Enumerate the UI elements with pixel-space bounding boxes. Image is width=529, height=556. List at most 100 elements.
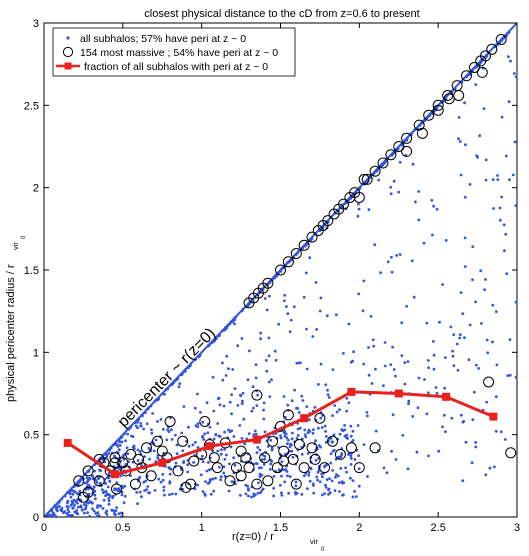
subhalo-point	[123, 494, 127, 498]
massive-subhalo-circle	[152, 435, 163, 447]
massive-subhalo-circle	[443, 93, 455, 105]
subhalo-point	[285, 436, 289, 440]
subhalo-point	[461, 479, 465, 483]
subhalo-point	[371, 338, 375, 342]
x-tick-label: 0	[41, 522, 47, 534]
subhalo-point	[347, 452, 351, 456]
subhalo-point	[142, 480, 146, 484]
subhalo-point	[301, 399, 305, 402]
subhalo-point	[340, 428, 344, 431]
subhalo-point	[231, 368, 235, 371]
subhalo-point	[143, 489, 147, 492]
subhalo-point	[331, 368, 335, 371]
subhalo-point	[300, 493, 304, 496]
subhalo-point	[238, 424, 242, 427]
subhalo-point	[252, 406, 255, 410]
subhalo-point	[290, 443, 293, 447]
subhalo-point	[319, 416, 323, 420]
subhalo-point	[86, 511, 89, 514]
massive-subhalo-circle	[306, 231, 318, 243]
subhalo-point	[254, 462, 258, 465]
subhalo-point	[139, 422, 143, 425]
subhalo-point	[157, 477, 161, 481]
subhalo-point	[425, 412, 429, 416]
subhalo-point	[417, 376, 421, 380]
massive-subhalo-circle	[267, 435, 279, 447]
subhalo-point	[228, 462, 231, 466]
subhalo-point	[318, 309, 322, 313]
subhalo-point	[247, 432, 251, 435]
subhalo-point	[302, 295, 306, 299]
massive-subhalo-circle	[145, 470, 157, 482]
subhalo-point	[474, 300, 477, 304]
subhalo-point	[505, 272, 509, 276]
x-tick-label: 1	[199, 522, 205, 534]
subhalo-point	[412, 295, 416, 299]
subhalo-point	[321, 475, 324, 479]
massive-subhalo-circle	[271, 462, 283, 474]
subhalo-point	[342, 352, 345, 355]
subhalo-point	[115, 443, 119, 446]
subhalo-point	[267, 380, 271, 384]
subhalo-point	[92, 509, 96, 513]
subhalo-point	[206, 482, 210, 485]
x-tick-label: 2	[356, 522, 362, 534]
subhalo-point	[260, 458, 264, 462]
subhalo-point	[479, 269, 483, 273]
massive-subhalo-circle	[141, 442, 152, 454]
subhalo-point	[295, 406, 298, 410]
subhalo-point	[357, 454, 361, 457]
subhalo-point	[308, 256, 312, 260]
subhalo-point	[66, 508, 70, 511]
subhalo-point	[294, 480, 298, 484]
subhalo-point	[338, 490, 341, 493]
subhalo-point	[253, 429, 257, 433]
subhalo-point	[423, 378, 426, 381]
subhalo-point	[414, 200, 417, 204]
subhalo-point	[71, 492, 75, 496]
subhalo-point	[463, 195, 467, 199]
subhalo-point	[495, 363, 499, 367]
massive-subhalo-circle	[361, 173, 373, 185]
subhalo-point	[450, 416, 454, 420]
subhalo-point	[503, 438, 507, 441]
subhalo-point	[327, 488, 330, 492]
fraction-marker	[205, 442, 214, 451]
subhalo-point	[480, 322, 483, 325]
massive-subhalo-circle	[393, 141, 405, 152]
subhalo-point	[222, 404, 226, 408]
subhalo-point	[178, 382, 182, 385]
subhalo-point	[362, 443, 366, 446]
subhalo-point	[159, 418, 163, 421]
subhalo-point	[316, 478, 319, 482]
subhalo-point	[187, 444, 191, 448]
subhalo-point	[470, 461, 474, 465]
subhalo-point	[219, 452, 223, 456]
massive-subhalo-circle	[476, 66, 488, 78]
subhalo-point	[257, 466, 261, 470]
subhalo-point	[336, 474, 340, 478]
subhalo-point	[306, 487, 309, 491]
subhalo-point	[307, 473, 311, 477]
subhalo-point	[312, 491, 316, 495]
subhalo-point	[104, 494, 107, 498]
subhalo-point	[112, 512, 116, 515]
legend: all subhalos; 57% have peri at z ~ 0 154…	[52, 27, 296, 77]
subhalo-point	[294, 491, 297, 494]
subhalo-point	[256, 446, 260, 449]
subhalo-point	[120, 493, 124, 497]
subhalo-point	[305, 327, 308, 331]
subhalo-point	[443, 386, 447, 390]
subhalo-point	[382, 466, 386, 470]
subhalo-point	[484, 158, 488, 162]
subhalo-point	[91, 507, 94, 511]
subhalo-point	[71, 513, 74, 517]
subhalo-point	[114, 509, 118, 512]
massive-subhalo-circle	[483, 376, 495, 388]
subhalo-point	[434, 386, 438, 389]
subhalo-point	[270, 448, 274, 452]
subhalo-point	[307, 418, 311, 421]
subhalo-point	[263, 457, 267, 461]
subhalo-point	[405, 304, 408, 308]
subhalo-point	[432, 353, 436, 357]
